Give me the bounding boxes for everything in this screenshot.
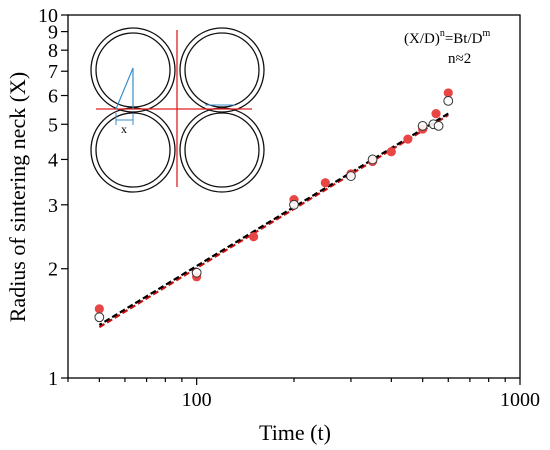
equation-annotation: (X/D)n=Bt/Dm — [404, 28, 490, 47]
particle-inner-top-right — [184, 32, 260, 108]
exponent-annotation: n≈2 — [448, 51, 471, 67]
y-tick-label: 1 — [48, 368, 58, 390]
x-tick-label: 1000 — [500, 389, 540, 411]
data-point-filled — [431, 109, 441, 119]
y-tick-label: 3 — [48, 195, 58, 217]
data-point-filled — [94, 304, 104, 314]
inset-diagram: x — [90, 27, 265, 193]
y-tick-label: 5 — [48, 114, 58, 136]
data-point-open — [367, 154, 378, 165]
data-point-filled — [249, 232, 259, 242]
y-tick-label: 2 — [48, 259, 58, 281]
data-points — [94, 88, 454, 323]
x-axis-title: Time (t) — [259, 420, 331, 445]
y-tick-label: 7 — [48, 61, 58, 83]
inset-diagonal-line — [115, 67, 134, 110]
fit-line — [98, 112, 449, 326]
particle-inner-bottom-right — [184, 112, 260, 188]
y-tick-label: 4 — [48, 149, 58, 171]
equation-part-2: =Bt/D — [445, 31, 483, 47]
data-point-open — [433, 120, 444, 131]
particle-outer-bottom-right — [179, 107, 265, 193]
inset-neck-label: x — [121, 122, 127, 136]
x-tick-label: 100 — [182, 389, 212, 411]
fit-line — [98, 114, 449, 329]
particle-outer-top-left — [90, 27, 176, 113]
y-tick-label: 10 — [38, 5, 58, 27]
data-point-filled — [386, 147, 396, 157]
data-point-filled — [403, 134, 413, 144]
y-tick-label: 6 — [48, 86, 58, 108]
data-point-open — [443, 95, 454, 106]
data-point-filled — [443, 88, 453, 98]
equation-sup-n: n — [440, 28, 445, 39]
y-tick-label: 9 — [48, 22, 58, 44]
data-point-open — [346, 171, 356, 181]
data-point-filled — [320, 178, 330, 188]
equation-sup-m: m — [482, 28, 490, 39]
data-point-open — [417, 120, 428, 131]
data-point-open — [191, 267, 202, 278]
equation-part-1: (X/D) — [404, 31, 440, 47]
y-tick-label: 8 — [48, 40, 58, 62]
data-point-open — [289, 199, 299, 210]
fit-lines — [98, 112, 449, 329]
y-axis-title: Radius of sintering neck (X) — [5, 72, 30, 323]
data-point-open — [94, 312, 105, 323]
particle-outer-top-right — [179, 27, 265, 113]
